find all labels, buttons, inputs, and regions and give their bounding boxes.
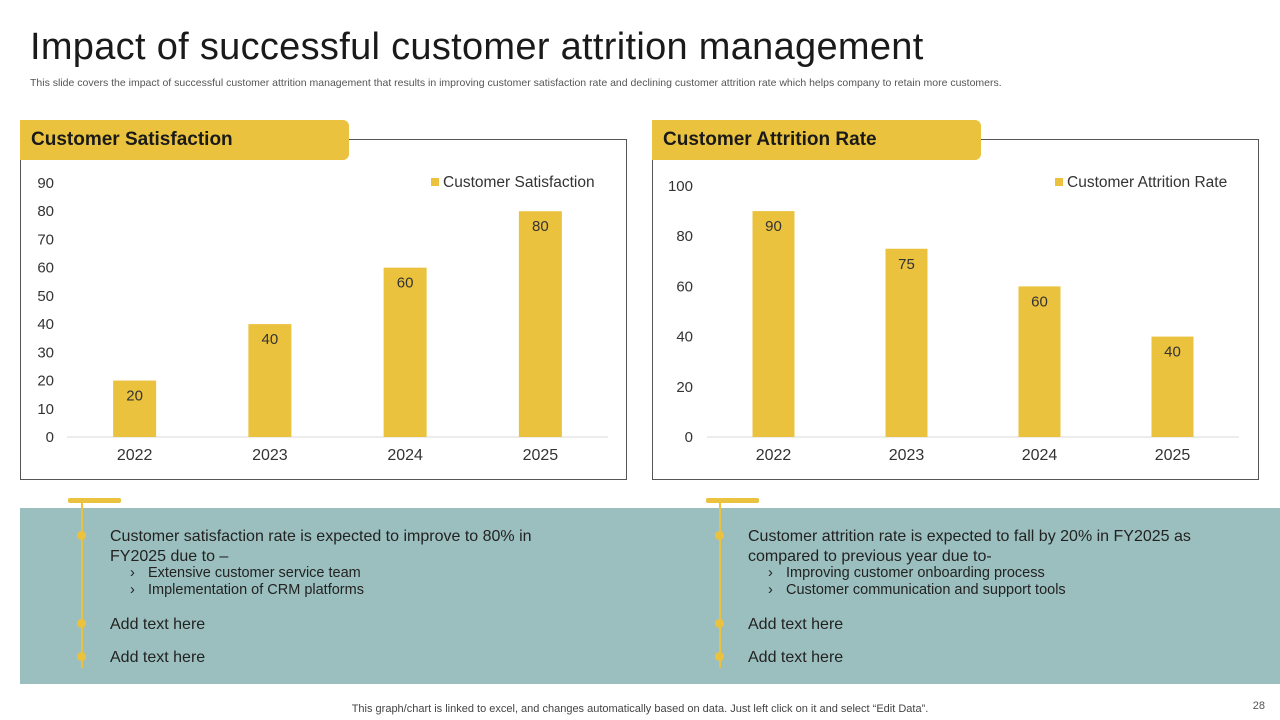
bar: [113, 380, 157, 437]
bullet-dot: [77, 531, 86, 540]
left-subitem: › Implementation of CRM platforms: [130, 582, 364, 598]
legend-swatch: [1055, 178, 1063, 186]
bar-data-label: 20: [126, 388, 143, 405]
right-subitem: › Improving customer onboarding process: [768, 565, 1045, 581]
y-tick-label: 80: [676, 228, 693, 245]
bullet-dot: [77, 619, 86, 628]
bar-data-label: 90: [765, 218, 782, 235]
bar: [752, 211, 795, 437]
x-tick-label: 2022: [117, 447, 153, 464]
x-tick-label: 2024: [1022, 447, 1058, 464]
y-tick-label: 60: [676, 278, 693, 295]
decor-bar-left: [68, 498, 121, 503]
left-subitem: › Extensive customer service team: [130, 565, 361, 581]
page-number: 28: [1252, 700, 1265, 712]
bar: [885, 248, 928, 437]
y-tick-label: 0: [46, 429, 54, 446]
timeline-line-left: [81, 503, 83, 668]
slide-subtitle: This slide covers the impact of successf…: [30, 77, 1002, 89]
right-extra-text: Add text here: [748, 649, 844, 666]
timeline-line-right: [719, 503, 721, 668]
left-extra-text: Add text here: [110, 649, 206, 666]
bar: [248, 324, 292, 437]
bar: [1151, 336, 1194, 437]
bar: [383, 267, 427, 437]
bullet-dot: [715, 531, 724, 540]
y-tick-label: 100: [668, 178, 693, 195]
legend-label: Customer Attrition Rate: [1067, 174, 1227, 191]
bar-data-label: 60: [397, 275, 414, 292]
chart-title-attrition: Customer Attrition Rate: [652, 120, 981, 160]
bar-data-label: 60: [1031, 293, 1048, 310]
bar-data-label: 40: [262, 331, 279, 348]
y-tick-label: 70: [37, 231, 54, 248]
y-tick-label: 20: [676, 379, 693, 396]
bullet-dot: [715, 619, 724, 628]
footer-note: This graph/chart is linked to excel, and…: [351, 703, 929, 715]
y-tick-label: 40: [37, 316, 54, 333]
legend-swatch: [431, 178, 439, 186]
y-tick-label: 10: [37, 401, 54, 418]
chart-panel-satisfaction[interactable]: 0 10 20 30 40 50 60 70 80 90 20 2022 40 2023 60 2024 80 2…: [20, 139, 627, 480]
right-extra-text: Add text here: [748, 616, 844, 633]
bullet-dot: [715, 652, 724, 661]
slide-title: Impact of successful customer attrition …: [30, 26, 924, 68]
decor-bar-right: [706, 498, 759, 503]
x-tick-label: 2022: [756, 447, 792, 464]
summary-band: [20, 508, 1280, 684]
x-tick-label: 2023: [889, 447, 925, 464]
bullet-dot: [77, 652, 86, 661]
chart-panel-attrition[interactable]: 0 20 40 60 80 100 90 2022 75 2023 60 2024 40 2025 Cust…: [652, 139, 1259, 480]
x-tick-label: 2024: [387, 447, 423, 464]
y-tick-label: 50: [37, 288, 54, 305]
y-tick-label: 40: [676, 329, 693, 346]
x-tick-label: 2025: [1155, 447, 1191, 464]
bar-data-label: 80: [532, 218, 549, 235]
left-extra-text: Add text here: [110, 616, 206, 633]
y-tick-label: 80: [37, 203, 54, 220]
legend-label: Customer Satisfaction: [443, 174, 595, 191]
bar-data-label: 40: [1164, 344, 1181, 361]
y-tick-label: 90: [37, 175, 54, 192]
left-main-text: Customer satisfaction rate is expected t…: [110, 528, 532, 565]
x-tick-label: 2023: [252, 447, 288, 464]
y-tick-label: 30: [37, 344, 54, 361]
x-tick-label: 2025: [523, 447, 559, 464]
chart-title-satisfaction: Customer Satisfaction: [20, 120, 349, 160]
bar-data-label: 75: [898, 256, 915, 273]
satisfaction-chart[interactable]: 0 10 20 30 40 50 60 70 80 90 20 2022 40 2023 60 2024 80 2…: [21, 140, 628, 481]
y-tick-label: 60: [37, 260, 54, 277]
attrition-chart[interactable]: 0 20 40 60 80 100 90 2022 75 2023 60 2024 40 2025 Cust…: [653, 140, 1260, 481]
y-tick-label: 20: [37, 373, 54, 390]
y-tick-label: 0: [685, 429, 693, 446]
right-main-text: Customer attrition rate is expected to f…: [748, 528, 1191, 565]
right-subitem: › Customer communication and support tool…: [768, 582, 1066, 598]
bar: [518, 211, 562, 437]
bar: [1018, 286, 1061, 437]
